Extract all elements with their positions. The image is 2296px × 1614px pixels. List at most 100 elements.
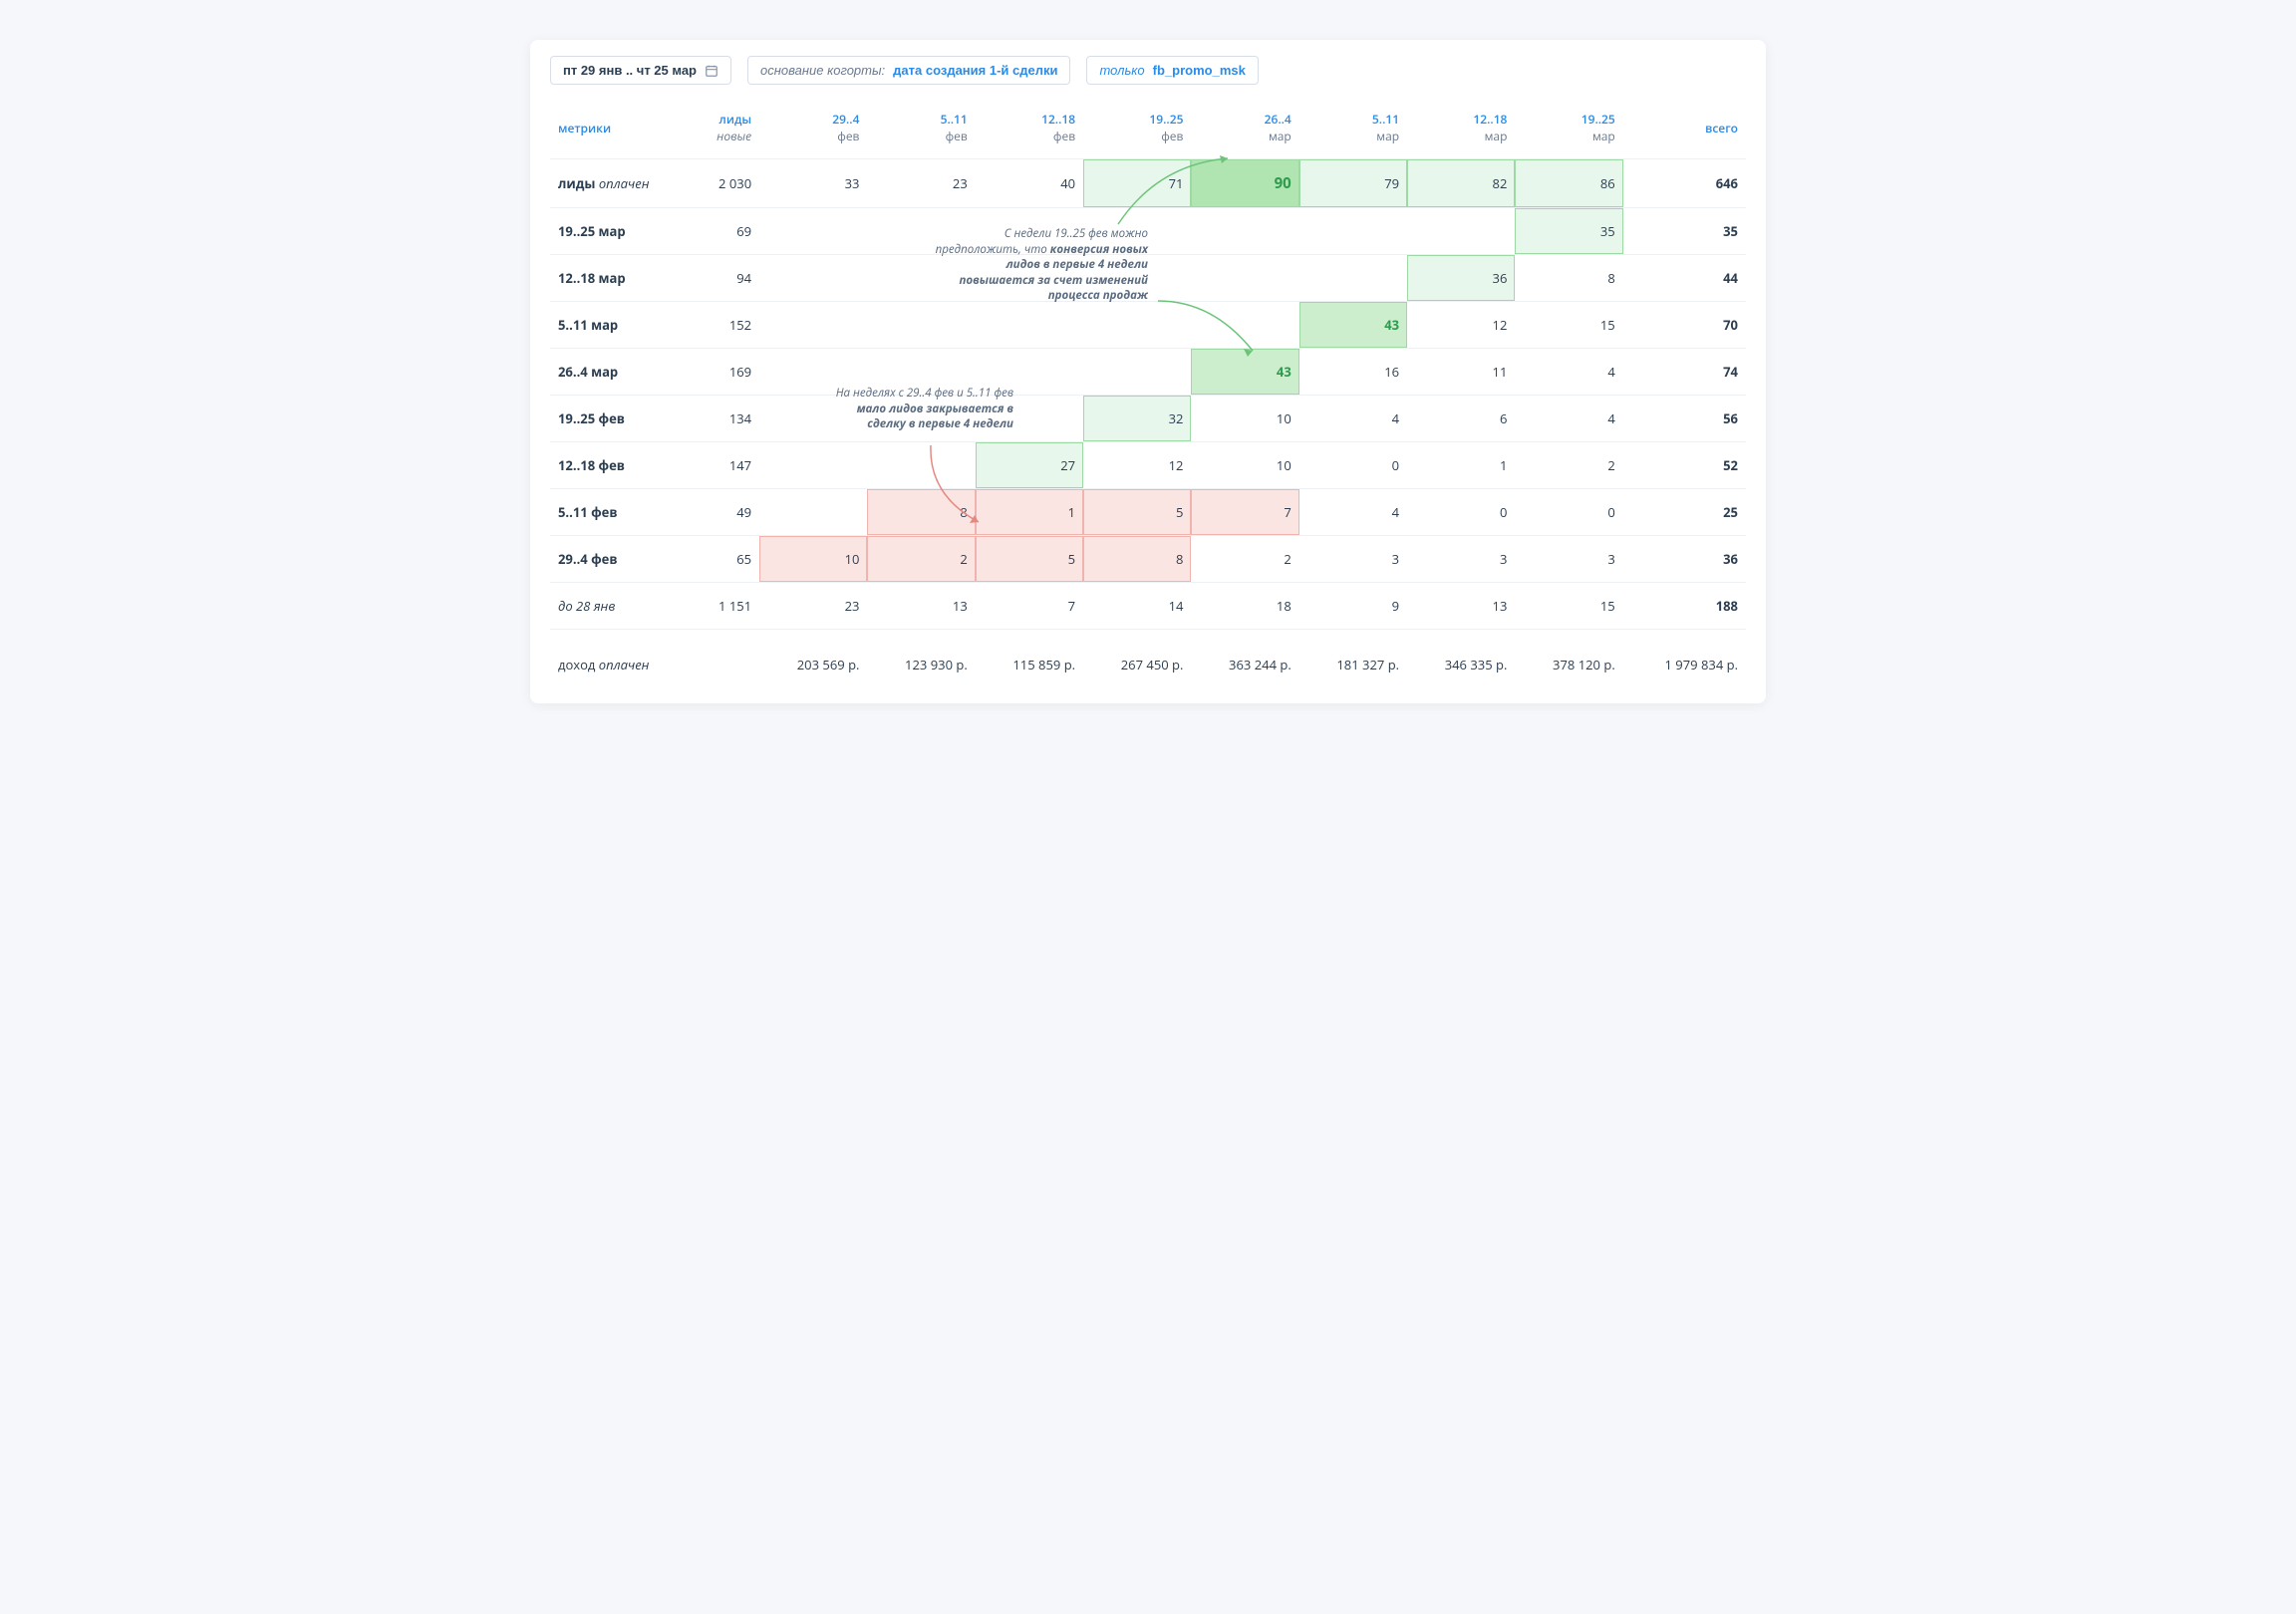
cell: 43: [1299, 302, 1407, 349]
cell: [759, 396, 867, 442]
segment-filter[interactable]: только fb_promo_msk: [1086, 56, 1258, 85]
cell: 6: [1407, 396, 1515, 442]
cohort-prefix: основание когорты:: [760, 63, 885, 78]
cell: 27: [976, 442, 1083, 489]
row-label: 12..18 мар: [550, 255, 690, 302]
header-p7: 19..25мар: [1515, 97, 1622, 159]
table-row: 19..25 мар693535: [550, 208, 1746, 255]
row-label: 12..18 фев: [550, 442, 690, 489]
cell: [759, 255, 867, 302]
cell: [976, 208, 1083, 255]
row-total: 188: [1623, 583, 1746, 630]
row-leads: 169: [690, 349, 759, 396]
cell: 86: [1515, 159, 1622, 208]
header-p4: 26..4мар: [1191, 97, 1298, 159]
row-leads: 152: [690, 302, 759, 349]
calendar-icon: [705, 64, 718, 78]
cell: [976, 396, 1083, 442]
row-leads: 65: [690, 536, 759, 583]
cell: 8: [1083, 536, 1191, 583]
cell: [867, 255, 975, 302]
header-metrics: метрики: [550, 97, 690, 159]
cell: 12: [1083, 442, 1191, 489]
footer-cell: 346 335 р.: [1407, 638, 1515, 687]
cell: 4: [1515, 349, 1622, 396]
cell: 0: [1407, 489, 1515, 536]
cell: [976, 349, 1083, 396]
cell: 4: [1299, 396, 1407, 442]
header-p2: 12..18фев: [976, 97, 1083, 159]
footer-total: 1 979 834 р.: [1623, 638, 1746, 687]
filters-bar: пт 29 янв .. чт 25 мар основание когорты…: [550, 56, 1746, 85]
cell: 10: [1191, 442, 1298, 489]
cell: 33: [759, 159, 867, 208]
cell: 3: [1299, 536, 1407, 583]
cell: 35: [1515, 208, 1622, 255]
cell: 15: [1515, 583, 1622, 630]
footer-cell: 378 120 р.: [1515, 638, 1622, 687]
cell: 18: [1191, 583, 1298, 630]
row-leads: 2 030: [690, 159, 759, 208]
table-row: лиды оплачен2 0303323407190798286646: [550, 159, 1746, 208]
header-total: всего: [1623, 97, 1746, 159]
cell: [1191, 208, 1298, 255]
cell: 8: [1515, 255, 1622, 302]
row-total: 36: [1623, 536, 1746, 583]
cell: [759, 489, 867, 536]
cell: 3: [1407, 536, 1515, 583]
cohort-basis-filter[interactable]: основание когорты: дата создания 1-й сде…: [747, 56, 1070, 85]
cell: [867, 208, 975, 255]
row-label: лиды оплачен: [550, 159, 690, 208]
row-leads: 94: [690, 255, 759, 302]
footer-cell: 203 569 р.: [759, 638, 867, 687]
footer-cell: 181 327 р.: [1299, 638, 1407, 687]
cell: [867, 349, 975, 396]
row-total: 74: [1623, 349, 1746, 396]
table-wrap: метрики лиды новые 29..4фев 5..11фев 12.…: [550, 97, 1746, 687]
cell: 23: [867, 159, 975, 208]
cell: 1: [1407, 442, 1515, 489]
cell: 7: [1191, 489, 1298, 536]
row-label: 29..4 фев: [550, 536, 690, 583]
cell: 0: [1515, 489, 1622, 536]
footer-cell: 115 859 р.: [976, 638, 1083, 687]
segment-value: fb_promo_msk: [1153, 63, 1246, 78]
header-leads: лиды новые: [690, 97, 759, 159]
cohort-value: дата создания 1-й сделки: [893, 63, 1057, 78]
cell: 90: [1191, 159, 1298, 208]
header-p1: 5..11фев: [867, 97, 975, 159]
cell: [759, 302, 867, 349]
footer-cell: 123 930 р.: [867, 638, 975, 687]
cell: 15: [1515, 302, 1622, 349]
cell: [1191, 255, 1298, 302]
cell: 12: [1407, 302, 1515, 349]
cell: 2: [1191, 536, 1298, 583]
cell: 82: [1407, 159, 1515, 208]
cell: [759, 208, 867, 255]
cell: [1083, 208, 1191, 255]
cell: [1191, 302, 1298, 349]
cell: 8: [867, 489, 975, 536]
cell: [1299, 208, 1407, 255]
cell: 79: [1299, 159, 1407, 208]
cell: 13: [867, 583, 975, 630]
cell: 32: [1083, 396, 1191, 442]
date-range-label: пт 29 янв .. чт 25 мар: [563, 63, 697, 78]
date-range-filter[interactable]: пт 29 янв .. чт 25 мар: [550, 56, 731, 85]
cell: 5: [1083, 489, 1191, 536]
cell: 13: [1407, 583, 1515, 630]
cell: [1083, 302, 1191, 349]
header-p0: 29..4фев: [759, 97, 867, 159]
header-p5: 5..11мар: [1299, 97, 1407, 159]
cell: [759, 349, 867, 396]
cell: [867, 442, 975, 489]
cell: [867, 396, 975, 442]
cell: 11: [1407, 349, 1515, 396]
cell: [867, 302, 975, 349]
row-leads: 69: [690, 208, 759, 255]
table-row: 12..18 фев14727121001252: [550, 442, 1746, 489]
footer-cell: 363 244 р.: [1191, 638, 1298, 687]
cell: 4: [1515, 396, 1622, 442]
row-total: 646: [1623, 159, 1746, 208]
cell: 2: [1515, 442, 1622, 489]
